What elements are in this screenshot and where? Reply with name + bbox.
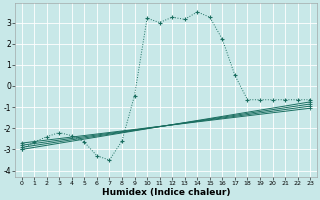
X-axis label: Humidex (Indice chaleur): Humidex (Indice chaleur) <box>102 188 230 197</box>
